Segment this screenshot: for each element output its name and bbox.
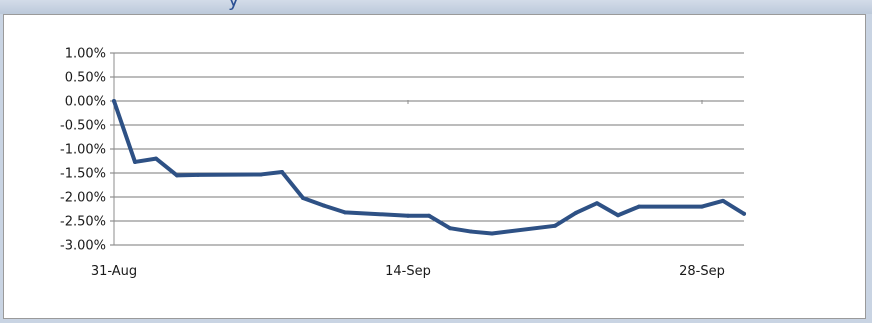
chart-area: 1.00% 0.50% 0.00% -0.50% -1.00% -1.50% -2.00% -… — [3, 14, 866, 319]
data-point — [406, 213, 410, 218]
data-point — [469, 229, 473, 234]
chart-title-fragment: y — [228, 0, 240, 11]
series-layer — [112, 99, 746, 236]
data-point — [196, 172, 200, 177]
data-point — [700, 204, 704, 209]
y-tick-label: -1.00% — [60, 143, 106, 158]
data-point — [154, 156, 158, 161]
data-point — [301, 195, 305, 200]
data-point — [280, 170, 284, 175]
data-point — [427, 213, 431, 218]
series-line — [112, 99, 746, 236]
data-point — [343, 210, 347, 215]
x-tick-label: 31-Aug — [91, 264, 137, 279]
data-point — [322, 203, 326, 208]
x-tick-label: 28-Sep — [679, 264, 725, 279]
y-tick-label: 0.50% — [65, 71, 106, 86]
data-point — [112, 99, 116, 103]
data-point — [595, 201, 599, 206]
title-strip: y — [0, 0, 872, 14]
y-tick-label: 1.00% — [65, 47, 106, 62]
data-point — [490, 231, 494, 236]
data-point — [259, 172, 263, 177]
line-chart: 1.00% 0.50% 0.00% -0.50% -1.00% -1.50% -2.00% -… — [60, 47, 746, 279]
data-point — [742, 211, 746, 216]
data-point — [637, 204, 641, 209]
y-tick-label: -0.50% — [60, 119, 106, 134]
data-point — [448, 226, 452, 231]
y-axis-tick-labels: 1.00% 0.50% 0.00% -0.50% -1.00% -1.50% -2.00% -… — [60, 47, 106, 254]
x-axis-tick-labels: 31-Aug 14-Sep 28-Sep — [91, 264, 725, 279]
data-point — [553, 223, 557, 228]
x-tick-label: 14-Sep — [385, 264, 431, 279]
y-tick-label: -2.50% — [60, 215, 106, 230]
data-point — [574, 210, 578, 215]
data-point — [133, 159, 137, 164]
axes — [113, 53, 703, 245]
y-tick-label: -2.00% — [60, 191, 106, 206]
y-tick-label: -3.00% — [60, 239, 106, 254]
y-tick-label: 0.00% — [65, 95, 106, 110]
data-point — [616, 213, 620, 218]
data-point — [175, 173, 179, 178]
data-point — [721, 198, 725, 203]
y-tick-label: -1.50% — [60, 167, 106, 182]
